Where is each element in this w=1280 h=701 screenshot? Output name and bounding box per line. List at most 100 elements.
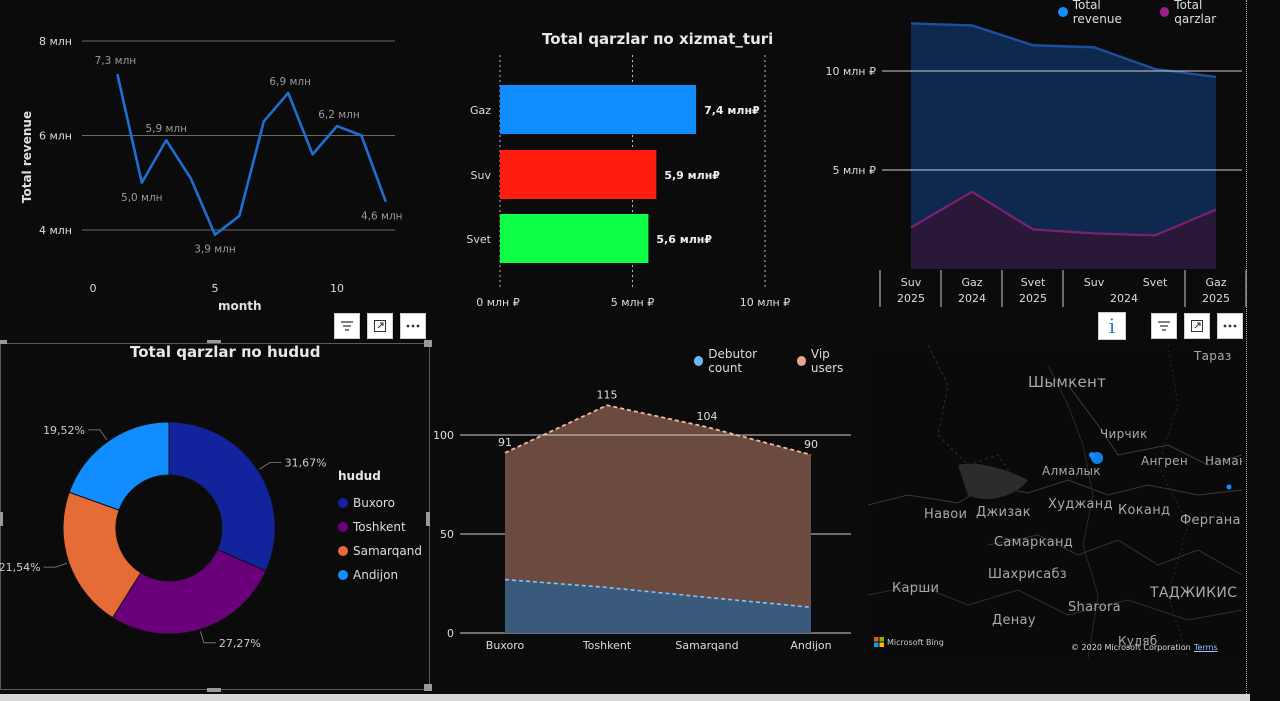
- bar-chart-title: Total qarzlar по xizmat_turi: [542, 30, 774, 48]
- bar-value-label: 5,9 млн₽: [664, 169, 720, 182]
- y-tick-label: 6 млн: [39, 130, 72, 143]
- focus-mode-button[interactable]: [1184, 313, 1210, 339]
- y-tick-label: 0: [447, 627, 454, 640]
- y-tick-label: 4 млн: [39, 224, 72, 237]
- x-group-label: 2024: [1110, 292, 1138, 305]
- x-group-label: 2024: [958, 292, 986, 305]
- x-tick-label: 10: [330, 282, 344, 295]
- qarzlar-area: [911, 191, 1216, 269]
- y-tick-label: 10 млн ₽: [825, 65, 876, 78]
- filter-button[interactable]: [1151, 313, 1177, 339]
- map-city-label: Ангрен: [1141, 454, 1189, 468]
- bar-value-label: 5,6 млн₽: [656, 233, 712, 246]
- map-city-label: Куляб: [1118, 634, 1158, 648]
- donut-chart-visual[interactable]: Total qarzlar по hudud 31,67% 27,27% 21,54…: [0, 343, 430, 690]
- x-tick-label: Suv: [901, 276, 922, 289]
- leader-line: [259, 462, 282, 470]
- legend-dot-icon: [1159, 7, 1170, 17]
- resize-handle[interactable]: [426, 512, 430, 526]
- revenue-line: [116, 73, 388, 237]
- legend-debutor-count[interactable]: Debutor count: [694, 347, 789, 375]
- map-city-label: Шымкент: [1028, 373, 1107, 391]
- x-tick-label: Buxoro: [486, 639, 525, 652]
- map-copyright: © 2020 Microsoft Corporation: [1071, 643, 1191, 652]
- legend-item-buxoro[interactable]: Buxoro: [338, 491, 422, 515]
- x-tick-label: 10 млн ₽: [740, 296, 791, 309]
- slice-label: 27,27%: [219, 637, 261, 650]
- map-terms-link[interactable]: Terms: [1194, 643, 1218, 652]
- legend-label: Total revenue: [1072, 0, 1122, 26]
- legend-dot-icon: [338, 546, 348, 556]
- resize-handle[interactable]: [207, 688, 221, 692]
- slice-label: 21,54%: [0, 561, 41, 574]
- donut-chart-svg: 31,67% 27,27% 21,54% 19,52%: [0, 421, 327, 650]
- legend-total-qarzlar[interactable]: Total qarzlar: [1159, 0, 1246, 26]
- legend-item-samarqand[interactable]: Samarqand: [338, 539, 422, 563]
- legend-item-andijon[interactable]: Andijon: [338, 563, 422, 587]
- x-tick-label: Svet: [1143, 276, 1168, 289]
- more-options-button[interactable]: [400, 313, 426, 339]
- bar-chart-svg: 0 млн ₽ 5 млн ₽ 10 млн ₽ Gaz 7,4 млн₽ Suv 5,9 …: [466, 55, 791, 309]
- y-tick-label: 100: [433, 429, 454, 442]
- leader-line: [87, 429, 108, 440]
- x-tick-label: 0: [90, 282, 97, 295]
- bar-chart-visual[interactable]: Total qarzlar по xizmat_turi 0 млн ₽ 5 мл…: [440, 20, 800, 320]
- donut-legend-title: hudud: [338, 469, 381, 483]
- x-group-label: 2025: [897, 292, 925, 305]
- resize-handle[interactable]: [0, 340, 7, 344]
- page-boundary: [1246, 0, 1247, 694]
- data-label: 115: [597, 388, 618, 401]
- filter-button[interactable]: [334, 313, 360, 339]
- focus-mode-button[interactable]: [367, 313, 393, 339]
- map-city-label: Алмалык: [1042, 464, 1101, 478]
- line-chart-ylabel: Total revenue: [20, 110, 34, 204]
- legend-item-toshkent[interactable]: Toshkent: [338, 515, 422, 539]
- vip-area: [505, 405, 811, 633]
- line-chart-xlabel: month: [218, 299, 262, 313]
- map-visual[interactable]: Шымкент Тараз Чирчик Ангрен Наманган Алмалык Н…: [868, 345, 1242, 658]
- slice-label: 31,67%: [285, 457, 327, 470]
- x-tick-label: 5: [212, 282, 219, 295]
- map-city-label: Самарканд: [994, 535, 1074, 550]
- resize-handle[interactable]: [0, 512, 3, 526]
- line-chart-visual[interactable]: 8 млн 6 млн 4 млн 0 5 10 7,3 млн 5,0 млн 5,9 млн…: [0, 0, 420, 330]
- x-tick-label: Gaz: [1205, 276, 1226, 289]
- resize-handle[interactable]: [207, 340, 221, 343]
- debutor-line: [504, 578, 812, 609]
- donut-legend: hudud Buxoro Toshkent Samarqand Andijon: [338, 469, 422, 587]
- filter-icon: [341, 321, 353, 331]
- map-city-label: Тараз: [1194, 349, 1232, 363]
- debutor-area: [505, 579, 811, 633]
- resize-handle[interactable]: [424, 684, 432, 691]
- revenue-area-visual[interactable]: Total revenue Total qarzlar 10 млн ₽ 5 мл…: [810, 0, 1247, 315]
- x-tick-label: Gaz: [961, 276, 982, 289]
- more-options-button[interactable]: [1217, 313, 1243, 339]
- line-chart-svg: 8 млн 6 млн 4 млн 0 5 10 7,3 млн 5,0 млн 5,9 млн…: [39, 35, 403, 295]
- map-city-label: Коканд: [1118, 503, 1171, 518]
- leader-line: [200, 631, 216, 644]
- debtor-area-svg: 100 50 0 91 115 104 90 Buxoro Toshkent Samarqand A…: [433, 388, 851, 652]
- microsoft-logo-icon: [874, 637, 884, 647]
- data-label: 7,3 млн: [95, 55, 137, 67]
- filter-icon: [1158, 321, 1170, 331]
- info-button[interactable]: i: [1098, 312, 1126, 340]
- map-city-label: ТАДЖИКИС: [1150, 585, 1238, 601]
- map-background: [868, 345, 1242, 658]
- x-tick-label: 0 млн ₽: [476, 296, 520, 309]
- donut-chart-title: Total qarzlar по hudud: [130, 343, 321, 361]
- legend-vip-users[interactable]: Vip users: [796, 347, 862, 375]
- vip-line: [504, 404, 812, 456]
- x-tick-label: Toshkent: [582, 639, 632, 652]
- legend-label: Samarqand: [353, 544, 422, 558]
- resize-handle[interactable]: [424, 340, 432, 347]
- data-label: 6,2 млн: [318, 109, 360, 121]
- x-group-label: 2025: [1019, 292, 1047, 305]
- debtor-area-legend: Debutor count Vip users: [694, 347, 862, 375]
- bar: [500, 214, 649, 263]
- legend-label: Debutor count: [708, 347, 758, 375]
- bar-value-label: 7,4 млн₽: [704, 104, 760, 117]
- y-tick-label: 50: [440, 528, 454, 541]
- data-label: 5,0 млн: [121, 192, 163, 204]
- legend-total-revenue[interactable]: Total revenue: [1058, 0, 1152, 26]
- debtor-area-visual[interactable]: Debutor count Vip users 100 50 0 91 115 104 90…: [430, 345, 862, 690]
